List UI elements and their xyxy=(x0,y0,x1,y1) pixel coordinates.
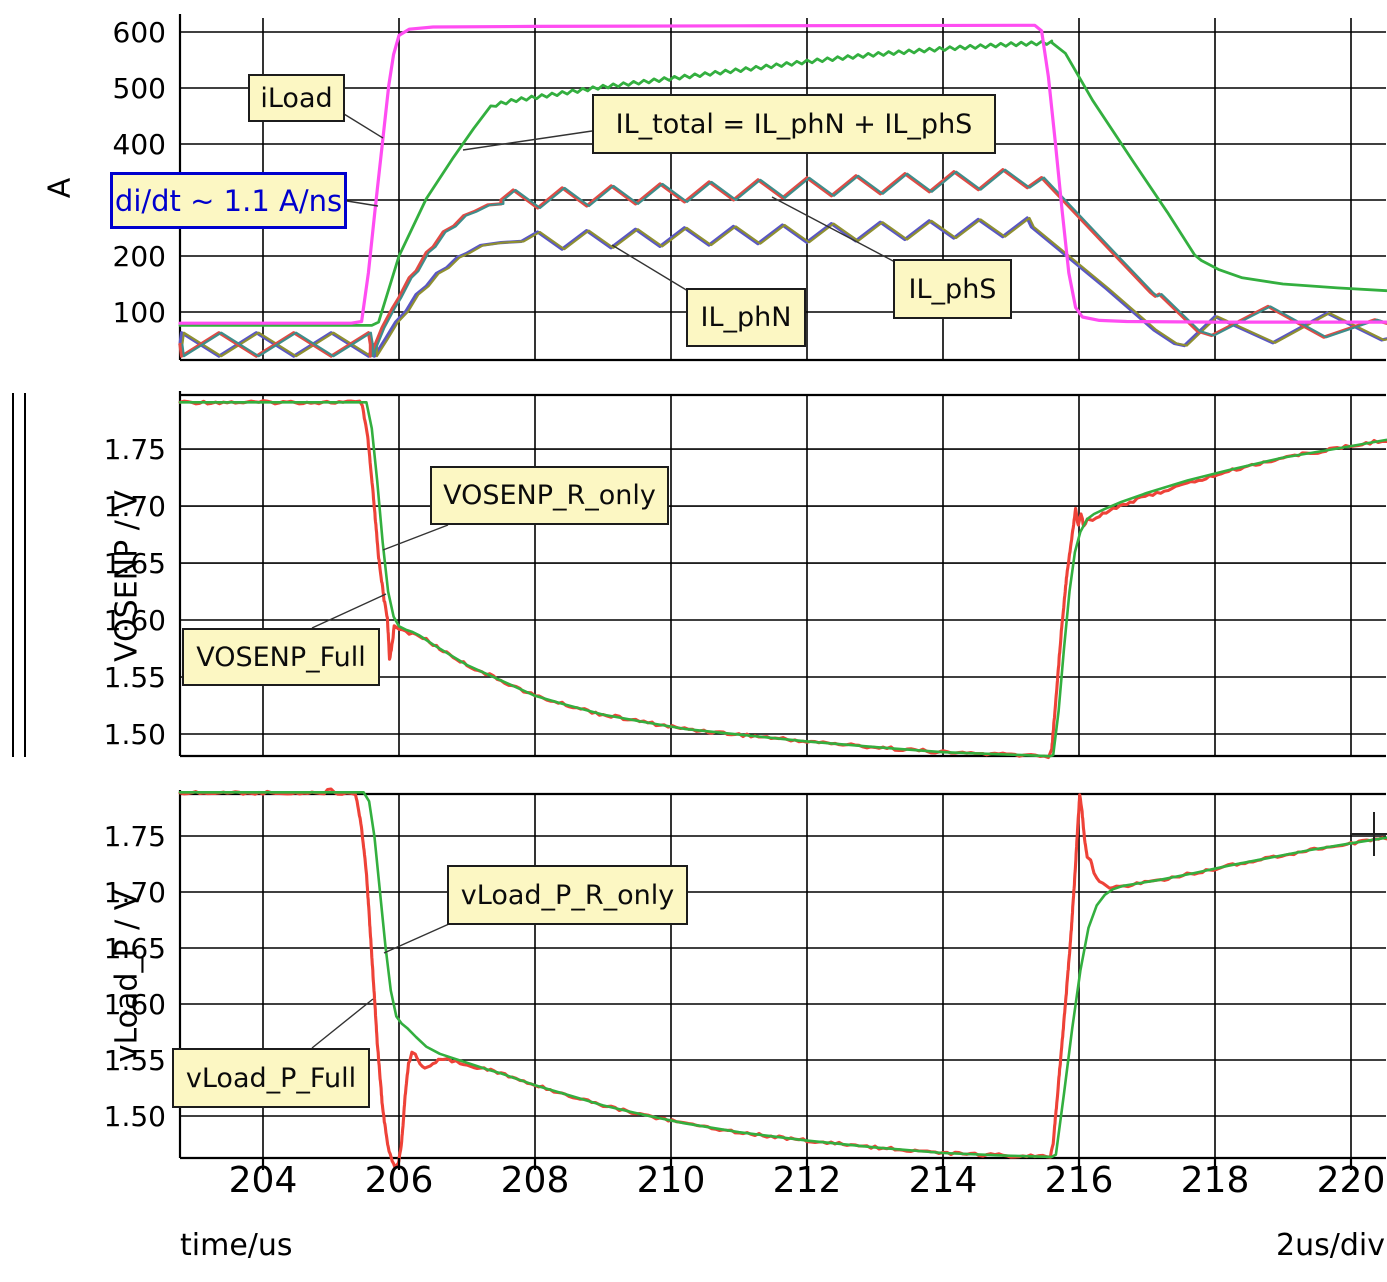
leader-line-VOSENP_R_only xyxy=(382,524,449,551)
trace-VOSENP_Full xyxy=(178,399,1387,760)
trace-IL_phN_R_only xyxy=(181,216,1387,358)
y-tick-label: 1.50 xyxy=(104,1100,166,1133)
leader-line-VOSENP_Full xyxy=(311,593,387,629)
x-tick-label: 204 xyxy=(229,1160,298,1201)
y-tick-label: 600 xyxy=(113,16,166,49)
trace-iLoad xyxy=(178,23,1387,325)
x-tick-label: 220 xyxy=(1317,1160,1386,1201)
leader-line-IL_phS xyxy=(771,196,896,263)
leader-line-IL_phN xyxy=(611,244,689,292)
y-tick-label: 200 xyxy=(113,240,166,273)
trace-VOSENP_R_only xyxy=(178,401,1387,758)
leader-line-iLoad xyxy=(343,113,384,139)
y-tick-label: 1.55 xyxy=(104,1044,166,1077)
trace-vLoad_P_R_only xyxy=(178,791,1387,1159)
leader-line-didt xyxy=(346,200,379,207)
x-scale-note: 2us/div xyxy=(1276,1228,1385,1263)
y-tick-label: 100 xyxy=(113,296,166,329)
y-tick-label: 1.75 xyxy=(104,433,166,466)
x-tick-label: 210 xyxy=(637,1160,706,1201)
trace-IL_phN_Full xyxy=(178,216,1387,358)
y-tick-label: 1.50 xyxy=(104,718,166,751)
x-tick-label: 206 xyxy=(365,1160,434,1201)
y-tick-label: 1.65 xyxy=(104,932,166,965)
y-tick-label: 1.70 xyxy=(104,490,166,523)
y-tick-label: 1.60 xyxy=(104,988,166,1021)
trace-IL_phS_Full xyxy=(178,168,1387,358)
leader-line-vLoad_P_Full xyxy=(311,998,374,1049)
y-tick-label: 1.75 xyxy=(104,820,166,853)
y-axis-label-vosenp: VOSENP / V xyxy=(109,490,145,662)
x-tick-label: 214 xyxy=(909,1160,978,1201)
y-tick-label: 400 xyxy=(113,128,166,161)
y-axis-label-current: A xyxy=(42,177,78,199)
y-tick-label: 1.65 xyxy=(104,547,166,580)
x-axis-label: time/us xyxy=(180,1228,293,1263)
y-tick-label: 1.70 xyxy=(104,876,166,909)
x-tick-label: 216 xyxy=(1045,1160,1114,1201)
trace-IL_total xyxy=(178,39,1387,327)
y-axis-label-vload-p: vLoad_P / V xyxy=(109,889,145,1063)
x-tick-label: 218 xyxy=(1181,1160,1250,1201)
y-tick-label: 1.60 xyxy=(104,604,166,637)
y-tick-label: 300 xyxy=(113,184,166,217)
leader-line-IL_total xyxy=(462,130,593,151)
trace-vLoad_P_Full xyxy=(178,787,1387,1169)
y-tick-label: 1.55 xyxy=(104,661,166,694)
trace-IL_phS_R_only xyxy=(181,168,1387,358)
x-tick-label: 208 xyxy=(501,1160,570,1201)
y-tick-label: 500 xyxy=(113,72,166,105)
leader-line-vLoad_P_R_only xyxy=(383,923,450,954)
x-tick-label: 212 xyxy=(773,1160,842,1201)
